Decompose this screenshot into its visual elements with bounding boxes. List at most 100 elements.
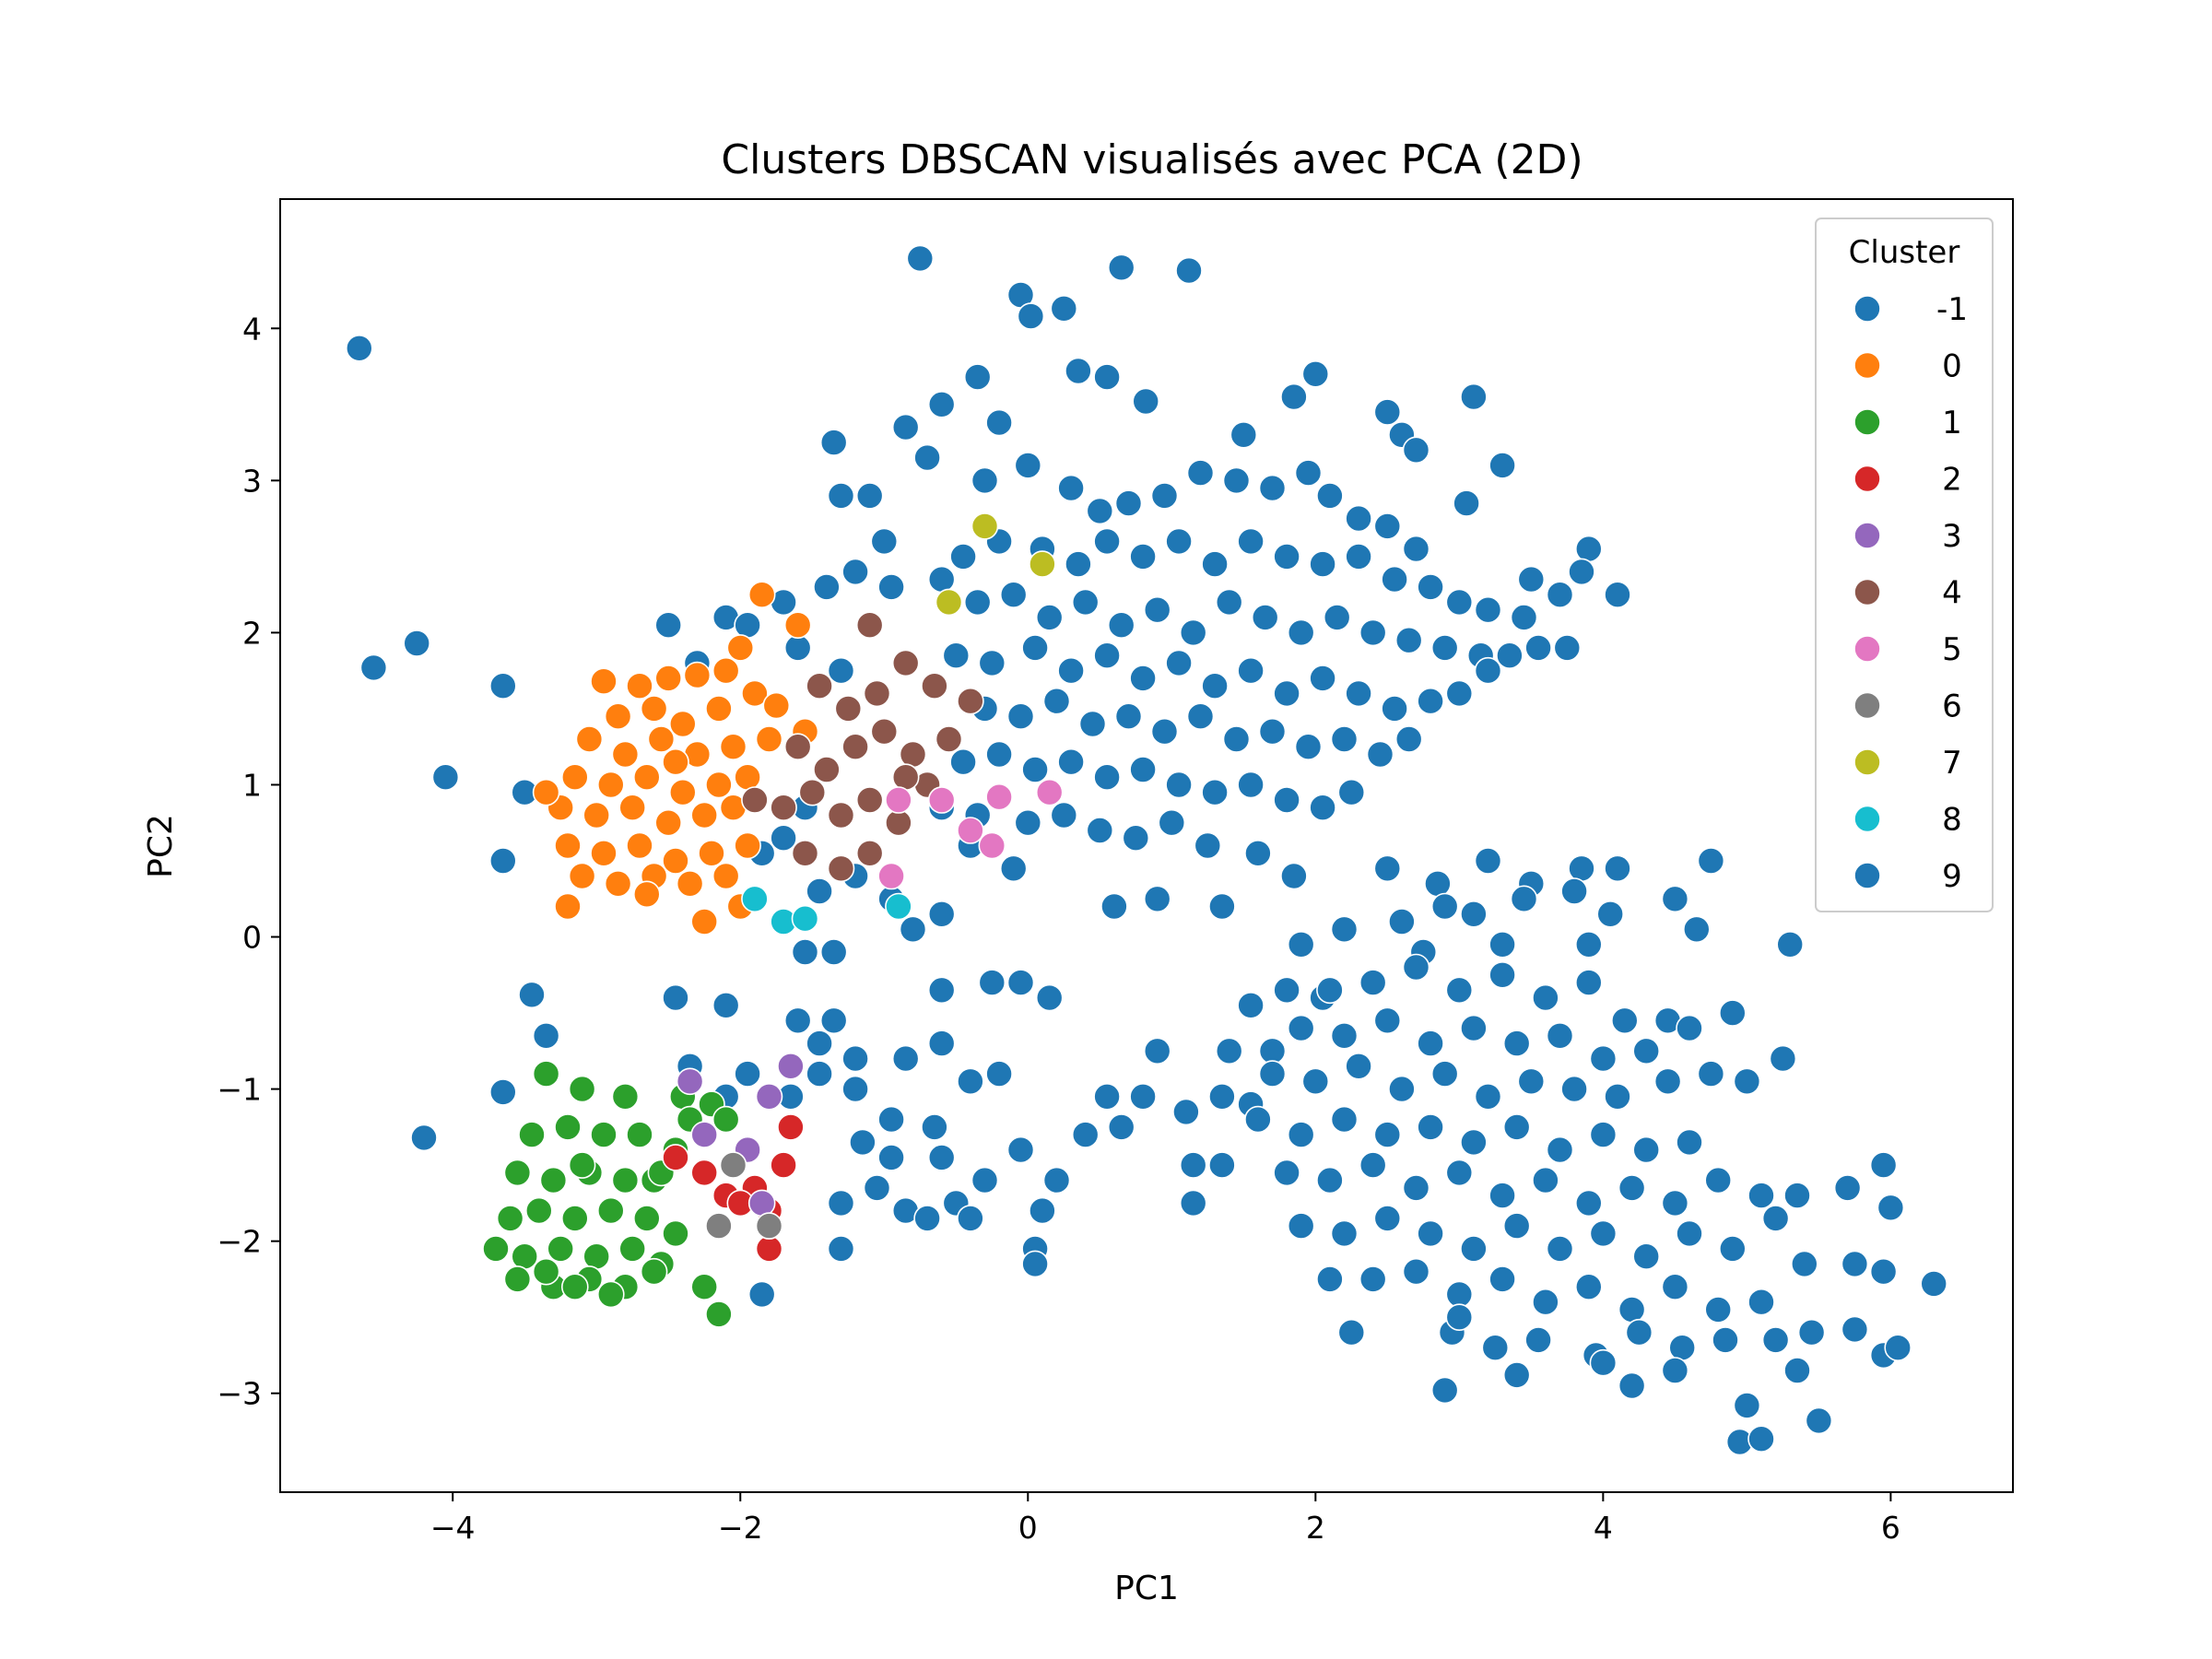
point-cluster--1-329 — [1841, 1250, 1869, 1278]
legend-marker-4 — [1853, 578, 1881, 606]
point-cluster--1-219 — [1071, 1121, 1100, 1148]
point-cluster-4-23 — [891, 763, 920, 792]
point-cluster--1-119 — [1093, 763, 1121, 792]
legend-marker-5 — [1853, 635, 1881, 663]
point-cluster--1-227 — [1424, 869, 1452, 898]
point-cluster--1-86 — [1524, 634, 1552, 662]
point-cluster-0-46 — [726, 634, 755, 662]
point-cluster--1-5 — [410, 1124, 438, 1152]
point-cluster--1-170 — [783, 1006, 812, 1035]
point-cluster--1-185 — [957, 1067, 984, 1096]
point-cluster--1-288 — [1769, 1044, 1797, 1073]
point-cluster--1-90 — [1057, 656, 1085, 685]
legend-label-3: 3 — [1942, 518, 1962, 555]
point-cluster-0-39 — [676, 869, 704, 898]
point-cluster--1-279 — [1330, 1105, 1359, 1134]
point-cluster--1-268 — [1388, 1075, 1416, 1103]
point-cluster-2-0 — [662, 1144, 689, 1171]
point-cluster--1-13 — [1050, 294, 1078, 323]
point-cluster--1-77 — [1179, 618, 1207, 647]
point-cluster--1-17 — [1093, 363, 1121, 391]
point-cluster--1-142 — [1546, 581, 1574, 609]
point-cluster-0-34 — [698, 839, 725, 867]
point-cluster--1-282 — [1460, 1128, 1488, 1157]
point-cluster--1-34 — [827, 482, 855, 510]
point-cluster--1-274 — [1653, 1067, 1682, 1096]
points-layer — [345, 244, 1947, 1456]
point-cluster--1-295 — [1532, 1166, 1559, 1194]
point-cluster--1-269 — [1430, 1060, 1459, 1088]
point-cluster--1-30 — [819, 429, 848, 456]
point-cluster--1-184 — [891, 1044, 920, 1073]
y-tick-label: −1 — [217, 1072, 262, 1108]
point-cluster-7-0 — [935, 588, 963, 617]
point-cluster--1-248 — [1445, 976, 1474, 1005]
point-cluster--1-277 — [1244, 1105, 1272, 1134]
x-tick-label: 4 — [1594, 1510, 1613, 1546]
chart-title: Clusters DBSCAN visualisés avec PCA (2D) — [721, 136, 1583, 183]
y-tick-label: −3 — [217, 1376, 262, 1412]
point-cluster-0-41 — [690, 908, 719, 935]
point-cluster--1-332 — [1337, 1318, 1366, 1347]
y-tick-label: 0 — [242, 920, 262, 956]
point-cluster-0-43 — [632, 880, 661, 909]
point-cluster--1-215 — [1143, 1037, 1171, 1065]
point-cluster-4-22 — [855, 839, 884, 867]
point-cluster--1-303 — [1869, 1151, 1898, 1179]
point-cluster--1-193 — [971, 1166, 999, 1194]
point-cluster--1-254 — [1676, 1014, 1703, 1042]
point-cluster--1-79 — [1251, 604, 1279, 631]
point-cluster--1-58 — [1093, 527, 1121, 556]
point-cluster--1-78 — [1215, 588, 1243, 617]
point-cluster--1-347 — [1618, 1371, 1646, 1400]
point-cluster--1-353 — [1805, 1406, 1833, 1435]
point-cluster--1-31 — [891, 413, 920, 441]
point-cluster--1-226 — [1373, 854, 1402, 883]
point-cluster--1-237 — [1510, 885, 1538, 913]
point-cluster-0-27 — [654, 808, 683, 837]
point-cluster-1-24 — [547, 1235, 575, 1263]
point-cluster--1-331 — [1920, 1270, 1947, 1298]
point-cluster-1-19 — [596, 1196, 625, 1225]
point-cluster--1-187 — [921, 1113, 948, 1141]
legend-label--1: -1 — [1936, 291, 1968, 328]
point-cluster--1-82 — [1359, 618, 1387, 647]
point-cluster--1-124 — [1273, 786, 1300, 814]
point-cluster-1-21 — [662, 1219, 689, 1248]
point-cluster-1-1 — [568, 1075, 596, 1103]
point-cluster--1-247 — [1402, 953, 1430, 982]
point-cluster-1-33 — [690, 1273, 719, 1300]
point-cluster--1-116 — [985, 740, 1013, 769]
point-cluster--1-178 — [841, 1044, 869, 1073]
point-cluster-4-20 — [791, 839, 819, 867]
point-cluster--1-109 — [1222, 725, 1251, 753]
point-cluster--1-97 — [1309, 665, 1336, 692]
point-cluster--1-205 — [827, 1235, 855, 1263]
point-cluster-0-3 — [683, 661, 712, 689]
point-cluster-4-6 — [957, 687, 984, 715]
legend-marker--1 — [1853, 295, 1881, 323]
legend-box — [1815, 218, 1994, 912]
point-cluster--1-260 — [1460, 1014, 1488, 1042]
point-cluster--1-257 — [1330, 1022, 1359, 1050]
point-cluster-0-37 — [604, 869, 632, 898]
point-cluster--1-54 — [1402, 535, 1430, 563]
point-cluster--1-115 — [949, 747, 977, 776]
point-cluster--1-244 — [1776, 931, 1804, 959]
point-cluster--1-348 — [1661, 1357, 1689, 1384]
point-cluster-4-5 — [921, 672, 948, 700]
point-cluster--1-88 — [978, 649, 1006, 677]
x-tick-label: 6 — [1881, 1510, 1900, 1546]
point-cluster--1-270 — [1474, 1083, 1502, 1111]
point-cluster--1-126 — [1337, 778, 1366, 806]
point-cluster--1-40 — [813, 573, 841, 601]
point-cluster--1-240 — [1683, 915, 1711, 944]
point-cluster--1-164 — [927, 900, 956, 928]
legend-marker-6 — [1853, 691, 1881, 720]
point-cluster-5-6 — [957, 817, 984, 844]
point-cluster--1-291 — [1359, 1151, 1387, 1179]
point-cluster--1-169 — [712, 992, 740, 1019]
point-cluster--1-307 — [1417, 1219, 1444, 1248]
point-cluster--1-16 — [1065, 357, 1092, 385]
point-cluster-0-26 — [618, 794, 647, 822]
